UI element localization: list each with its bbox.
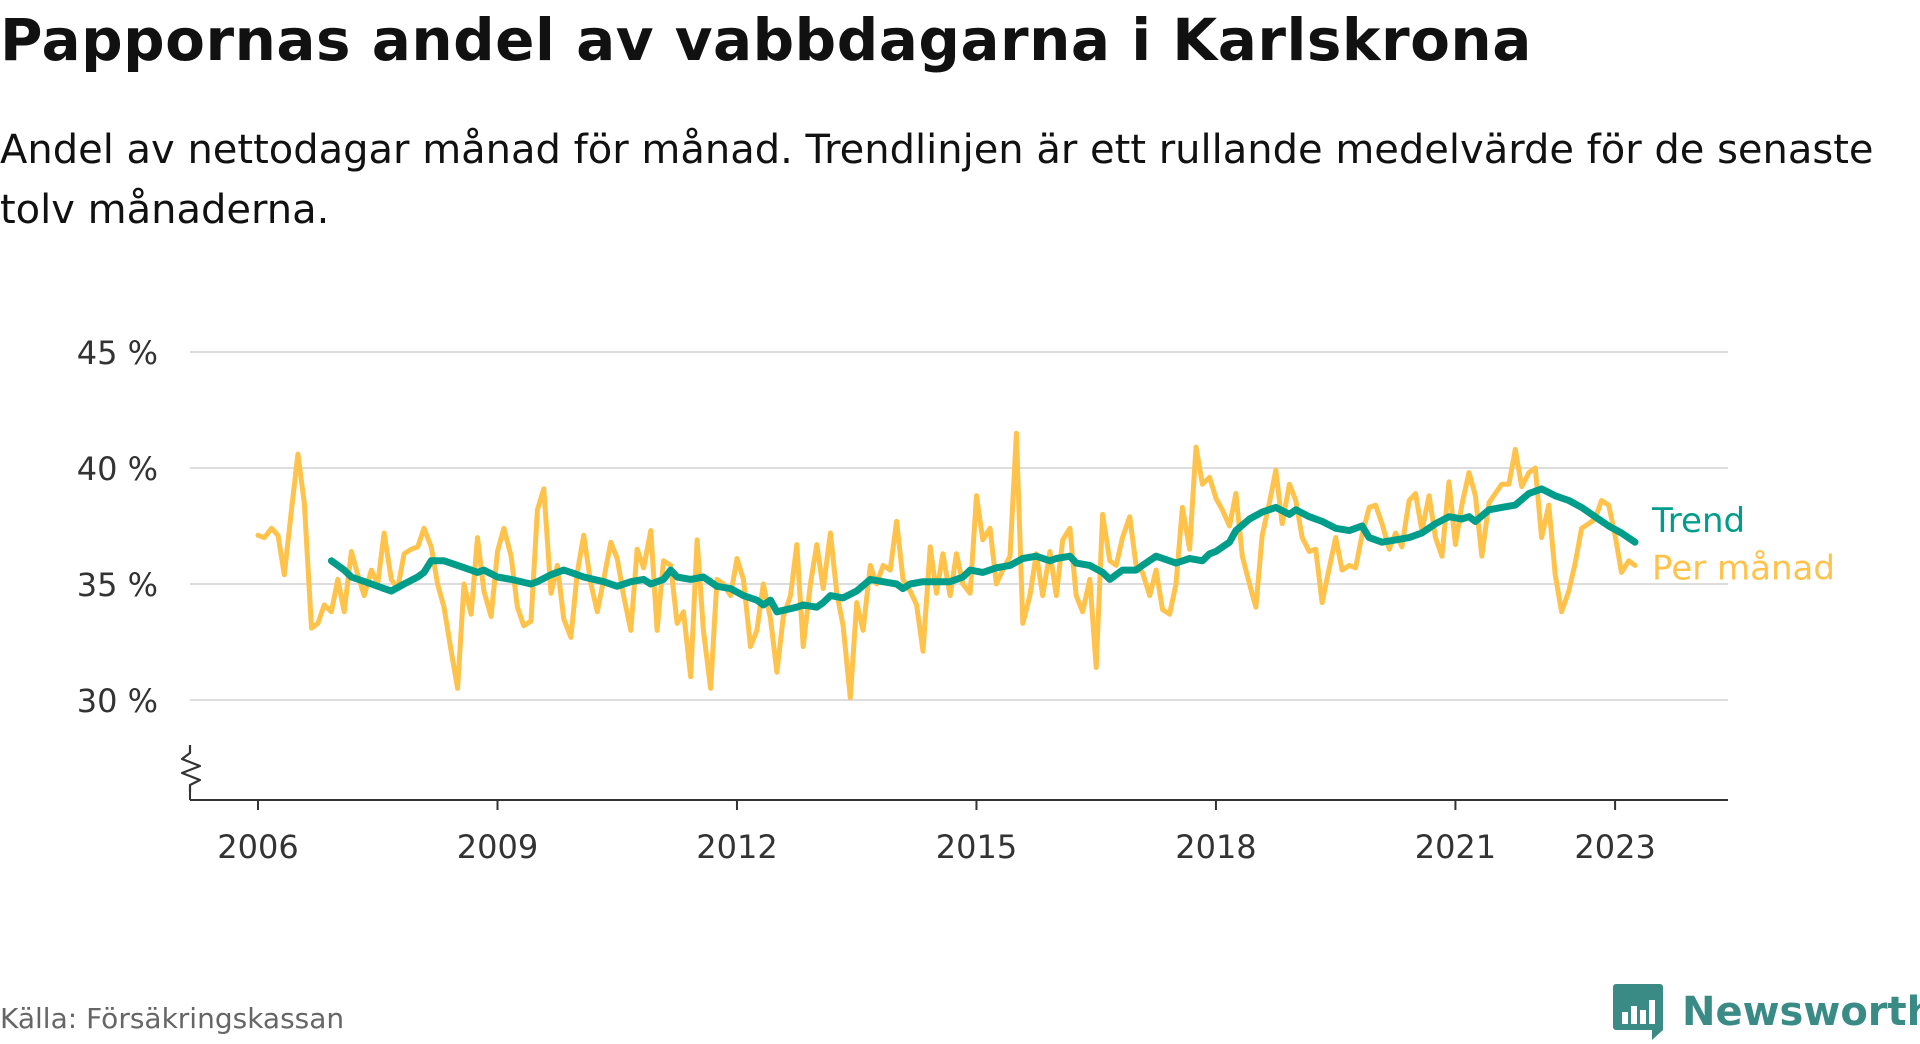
series-label: Trend — [1651, 501, 1745, 541]
x-tick-label: 2018 — [1175, 828, 1256, 866]
bar-chart-icon — [1613, 984, 1663, 1040]
x-tick-labels: 2006 2009 2012 2015 2018 2021 2023 — [217, 828, 1656, 866]
brand-logo: Newsworthy — [1612, 980, 1920, 1044]
x-tick-label: 2012 — [696, 828, 777, 866]
y-tick-labels: 30 % 35 % 40 % 45 % — [77, 334, 158, 720]
x-tick-label: 2006 — [217, 828, 298, 866]
x-tick-label: 2021 — [1415, 828, 1496, 866]
x-tick-label: 2009 — [457, 828, 538, 866]
axes — [180, 745, 1728, 810]
series-labels: Trend Per månad — [1651, 501, 1835, 588]
y-tick-label: 35 % — [77, 566, 158, 604]
chart-subtitle: Andel av nettodagar månad för månad. Tre… — [0, 127, 1874, 233]
y-tick-label: 40 % — [77, 450, 158, 488]
y-tick-label: 30 % — [77, 682, 158, 720]
y-tick-label: 45 % — [77, 334, 158, 372]
series-lines — [255, 430, 1639, 701]
series-label: Per månad — [1652, 548, 1835, 588]
series-line-trend — [327, 485, 1639, 616]
x-tick-label: 2023 — [1574, 828, 1655, 866]
gridlines — [190, 351, 1728, 701]
x-tick-label: 2015 — [936, 828, 1017, 866]
brand-name: Newsworthy — [1682, 989, 1920, 1035]
page-title: Pappornas andel av vabbdagarna i Karlskr… — [0, 6, 1532, 74]
source-note: Källa: Försäkringskassan — [0, 1002, 345, 1035]
axis-break-marker — [180, 745, 202, 792]
series-line-per-m-nad — [255, 430, 1638, 701]
